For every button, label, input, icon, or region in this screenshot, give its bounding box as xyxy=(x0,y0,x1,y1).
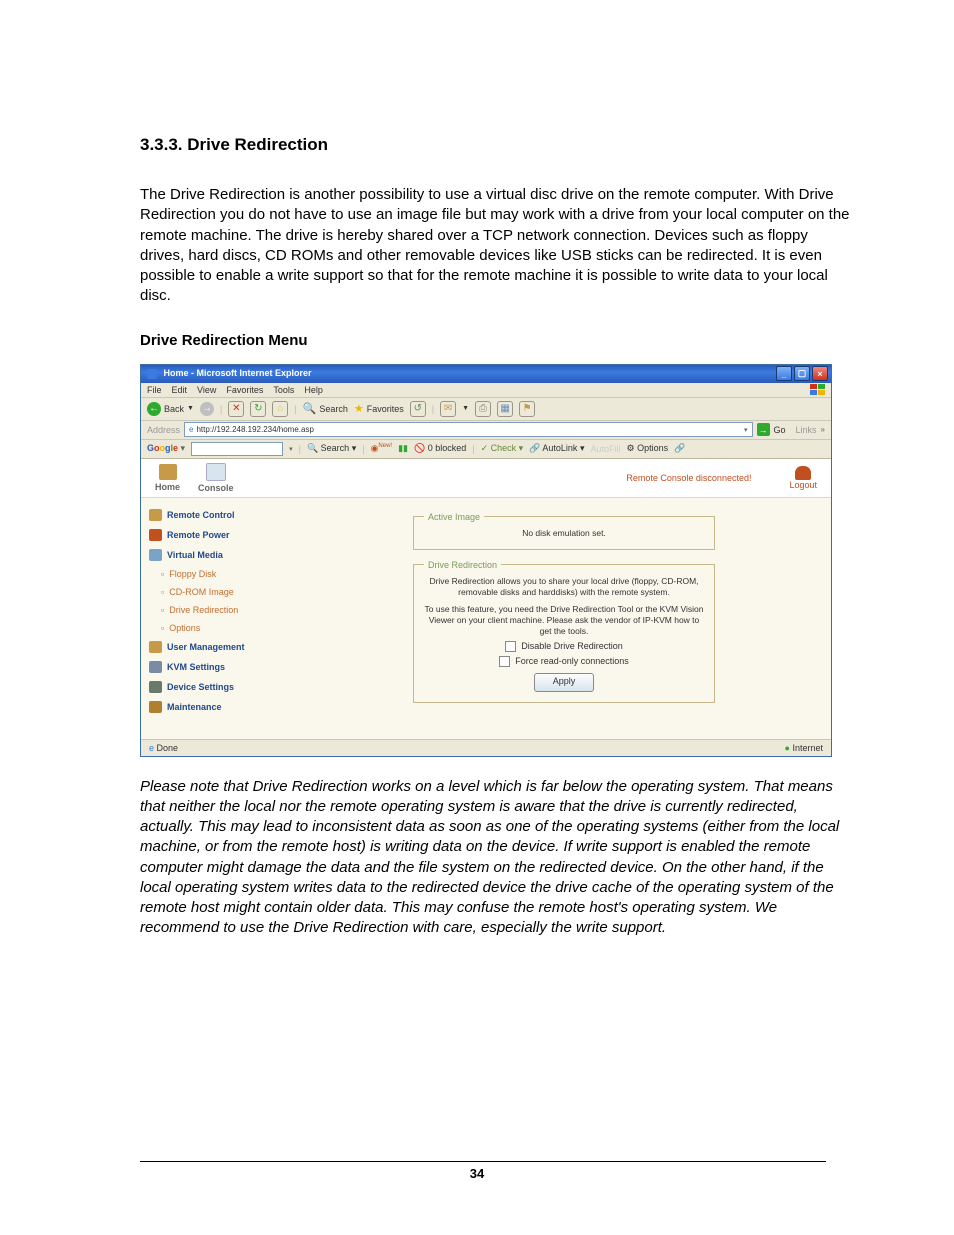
menu-favorites[interactable]: Favorites xyxy=(226,385,263,395)
address-input[interactable]: e http://192.248.192.234/home.asp ▾ xyxy=(184,422,752,437)
ie-titlebar: Home - Microsoft Internet Explorer _ ▢ × xyxy=(141,365,831,383)
kvm-sidebar: Remote Control Remote Power Virtual Medi… xyxy=(141,498,297,739)
close-button[interactable]: × xyxy=(812,366,828,381)
remote-power-icon xyxy=(149,529,162,541)
menu-edit[interactable]: Edit xyxy=(172,385,188,395)
ie-window: Home - Microsoft Internet Explorer _ ▢ ×… xyxy=(140,364,832,757)
links-label[interactable]: Links xyxy=(796,425,817,435)
virtual-media-icon xyxy=(149,549,162,561)
history-icon[interactable]: ↺ xyxy=(410,401,426,417)
user-management-icon xyxy=(149,641,162,653)
maintenance-icon xyxy=(149,701,162,713)
body-paragraph: The Drive Redirection is another possibi… xyxy=(140,185,854,307)
sidebar-item-remote-power[interactable]: Remote Power xyxy=(145,526,293,544)
disable-redirection-label: Disable Drive Redirection xyxy=(521,641,623,651)
active-image-text: No disk emulation set. xyxy=(424,528,704,539)
sidebar-sub-drive-redirection[interactable]: ▫Drive Redirection xyxy=(145,602,293,618)
favorites-button[interactable]: ★Favorites xyxy=(354,402,404,415)
nav-logout[interactable]: Logout xyxy=(789,466,817,490)
go-button[interactable]: → xyxy=(757,423,770,436)
drive-redirection-panel: Drive Redirection Drive Redirection allo… xyxy=(413,560,715,703)
home-icon[interactable]: ⌂ xyxy=(272,401,288,417)
google-pagerank-icon[interactable]: ▮▮ xyxy=(398,443,408,454)
sidebar-item-kvm-settings[interactable]: KVM Settings xyxy=(145,658,293,676)
apply-button[interactable]: Apply xyxy=(534,673,594,692)
google-check[interactable]: ✓ Check ▾ xyxy=(481,443,524,454)
ie-status-bar: e Done ● Internet xyxy=(141,739,831,756)
page-content: Home Console Remote Console disconnected… xyxy=(141,459,831,739)
discuss-icon[interactable]: ⚑ xyxy=(519,401,535,417)
console-nav-icon xyxy=(206,463,226,481)
menu-view[interactable]: View xyxy=(197,385,216,395)
stop-icon[interactable]: ✕ xyxy=(228,401,244,417)
logout-icon xyxy=(795,466,811,480)
go-label: Go xyxy=(774,425,786,435)
google-options[interactable]: ⚙ Options xyxy=(626,443,668,454)
google-news[interactable]: ◉New! xyxy=(371,443,393,454)
active-image-legend: Active Image xyxy=(424,512,484,522)
remote-console-status: Remote Console disconnected! xyxy=(626,473,751,483)
address-label: Address xyxy=(147,425,180,435)
mail-icon[interactable]: ✉ xyxy=(440,401,456,417)
minimize-button[interactable]: _ xyxy=(776,366,792,381)
status-done: e Done xyxy=(149,743,178,753)
google-autolink[interactable]: 🔗 AutoLink ▾ xyxy=(529,443,584,454)
edit-icon[interactable]: ▦ xyxy=(497,401,513,417)
google-autofill: AutoFill xyxy=(590,444,620,454)
google-link-icon[interactable]: 🔗 xyxy=(674,443,685,454)
ie-title-text: Home - Microsoft Internet Explorer xyxy=(147,368,312,379)
sidebar-sub-floppy[interactable]: ▫Floppy Disk xyxy=(145,566,293,582)
windows-logo-icon xyxy=(809,384,825,396)
remote-control-icon xyxy=(149,509,162,521)
maximize-button[interactable]: ▢ xyxy=(794,366,810,381)
ie-toolbar: ← Back ▼ → | ✕ ↻ ⌂ | 🔍Search ★Favorites … xyxy=(141,398,831,421)
google-search[interactable]: 🔍 Search ▾ xyxy=(307,443,356,454)
note-paragraph: Please note that Drive Redirection works… xyxy=(140,777,854,939)
menu-tools[interactable]: Tools xyxy=(273,385,294,395)
section-heading: 3.3.3. Drive Redirection xyxy=(140,135,854,155)
menu-help[interactable]: Help xyxy=(304,385,323,395)
sidebar-item-maintenance[interactable]: Maintenance xyxy=(145,698,293,716)
ie-menubar: File Edit View Favorites Tools Help xyxy=(141,383,831,398)
sidebar-item-device-settings[interactable]: Device Settings xyxy=(145,678,293,696)
kvm-main: Active Image No disk emulation set. Driv… xyxy=(297,498,831,739)
active-image-panel: Active Image No disk emulation set. xyxy=(413,512,715,550)
google-toolbar: Google ▾ ▾ | 🔍 Search ▾ | ◉New! ▮▮ 🚫 0 b… xyxy=(141,440,831,459)
drive-redir-text2: To use this feature, you need the Drive … xyxy=(424,604,704,637)
refresh-icon[interactable]: ↻ xyxy=(250,401,266,417)
page-number: 34 xyxy=(0,1166,954,1181)
print-icon[interactable]: ⎙ xyxy=(475,401,491,417)
google-blocked[interactable]: 🚫 0 blocked xyxy=(414,443,466,454)
drive-redir-text1: Drive Redirection allows you to share yo… xyxy=(424,576,704,598)
kvm-header: Home Console Remote Console disconnected… xyxy=(141,459,831,498)
sidebar-item-remote-control[interactable]: Remote Control xyxy=(145,506,293,524)
kvm-settings-icon xyxy=(149,661,162,673)
forward-button[interactable]: → xyxy=(200,402,214,416)
disable-redirection-checkbox[interactable] xyxy=(505,641,516,652)
sidebar-item-user-management[interactable]: User Management xyxy=(145,638,293,656)
back-button[interactable]: ← Back ▼ xyxy=(147,402,194,416)
footer-rule xyxy=(140,1161,826,1162)
menu-file[interactable]: File xyxy=(147,385,162,395)
drive-redirection-legend: Drive Redirection xyxy=(424,560,501,570)
sidebar-sub-cdrom[interactable]: ▫CD-ROM Image xyxy=(145,584,293,600)
home-nav-icon xyxy=(159,464,177,480)
search-button[interactable]: 🔍Search xyxy=(303,402,348,415)
ie-address-bar: Address e http://192.248.192.234/home.as… xyxy=(141,421,831,440)
nav-console[interactable]: Console xyxy=(198,463,234,493)
force-readonly-label: Force read-only connections xyxy=(515,656,629,666)
force-readonly-checkbox[interactable] xyxy=(499,656,510,667)
sub-heading: Drive Redirection Menu xyxy=(140,332,854,349)
nav-home[interactable]: Home xyxy=(155,464,180,492)
sidebar-sub-options[interactable]: ▫Options xyxy=(145,620,293,636)
status-zone: ● Internet xyxy=(785,743,823,753)
sidebar-item-virtual-media[interactable]: Virtual Media xyxy=(145,546,293,564)
device-settings-icon xyxy=(149,681,162,693)
google-brand[interactable]: Google ▾ xyxy=(147,443,185,454)
